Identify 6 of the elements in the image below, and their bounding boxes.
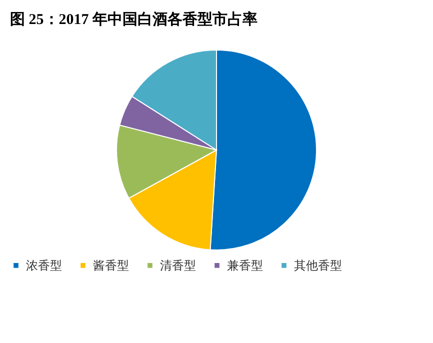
legend-label: 清香型: [160, 258, 196, 272]
legend-label: 浓香型: [26, 258, 62, 272]
legend-label: 其他香型: [294, 258, 342, 272]
chart-title: 图 25：2017 年中国白酒各香型市占率: [10, 10, 258, 28]
legend-label: 兼香型: [227, 258, 263, 272]
legend-label: 酱香型: [93, 258, 129, 272]
